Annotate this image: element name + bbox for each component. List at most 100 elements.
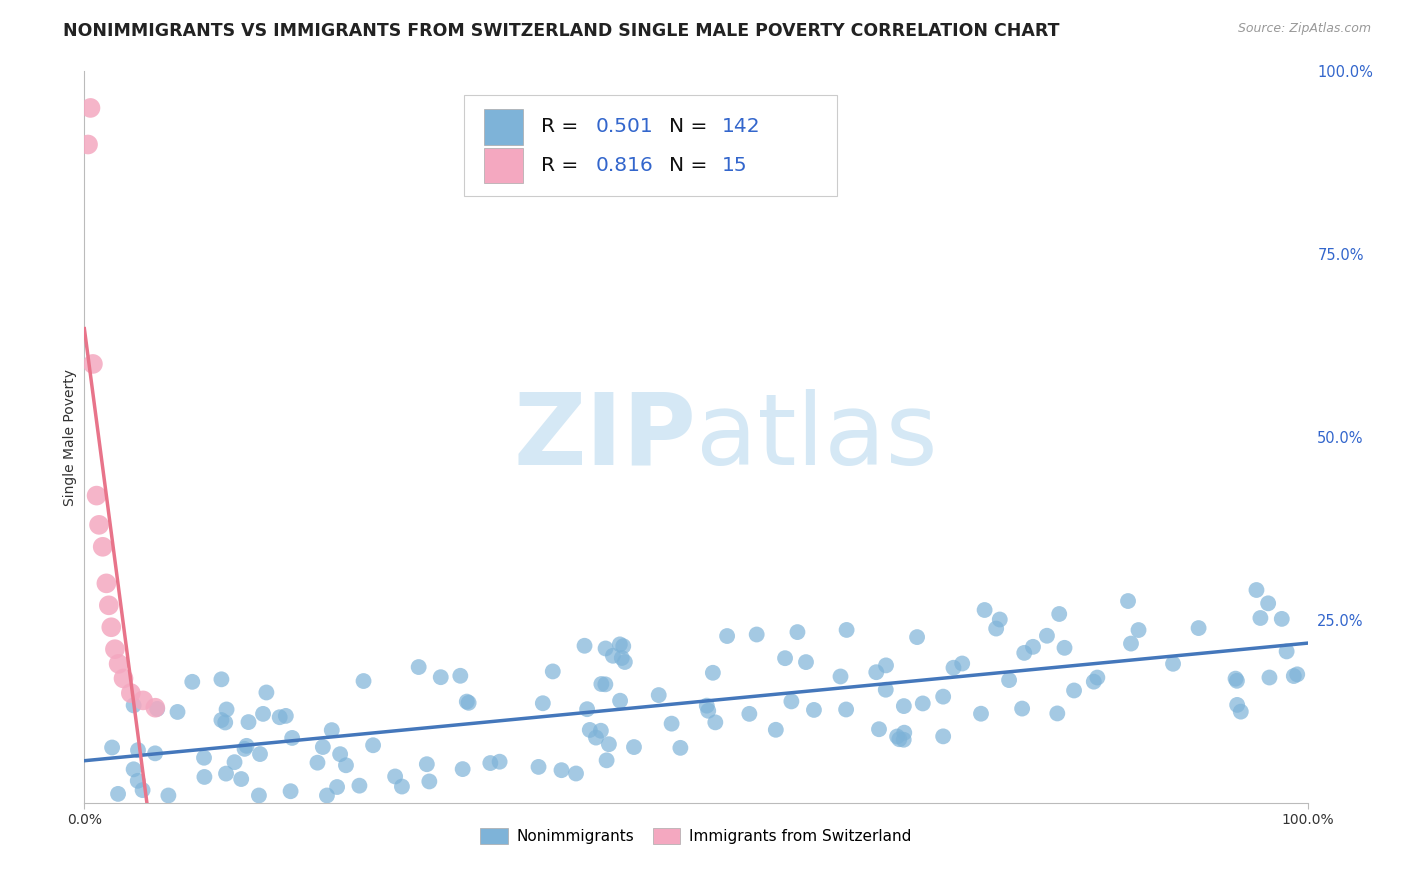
Point xyxy=(970,706,993,721)
Point xyxy=(889,732,911,747)
Point xyxy=(451,762,474,776)
Point xyxy=(696,698,718,713)
Point xyxy=(1046,706,1069,721)
Point xyxy=(418,774,440,789)
Point xyxy=(131,783,153,797)
Point xyxy=(209,673,232,687)
Point xyxy=(86,489,108,503)
Point xyxy=(307,756,329,770)
Point xyxy=(143,700,166,714)
Point xyxy=(893,732,915,747)
Point xyxy=(122,698,145,713)
Point xyxy=(1187,621,1209,635)
Point xyxy=(773,651,796,665)
Point xyxy=(429,670,451,684)
Point xyxy=(911,697,934,711)
Point xyxy=(541,665,564,679)
Point xyxy=(1011,701,1033,715)
Point xyxy=(745,627,768,641)
Point xyxy=(998,673,1021,687)
Point xyxy=(100,620,122,634)
Text: 0.501: 0.501 xyxy=(596,118,654,136)
Point xyxy=(1116,594,1139,608)
Point xyxy=(702,665,724,680)
Point xyxy=(830,669,852,683)
Point xyxy=(1246,582,1268,597)
Point xyxy=(233,742,256,756)
Point xyxy=(87,517,110,532)
Point xyxy=(803,703,825,717)
Point xyxy=(82,357,104,371)
Point xyxy=(224,755,246,769)
Text: Source: ZipAtlas.com: Source: ZipAtlas.com xyxy=(1237,22,1371,36)
Point xyxy=(146,702,169,716)
Point xyxy=(127,773,149,788)
Point xyxy=(1128,623,1150,637)
Text: N =: N = xyxy=(669,118,714,136)
Text: 0.816: 0.816 xyxy=(596,156,654,175)
Point xyxy=(215,766,238,780)
Point xyxy=(349,779,371,793)
Point xyxy=(609,694,631,708)
Text: ZIP: ZIP xyxy=(513,389,696,485)
Point xyxy=(1083,674,1105,689)
Point xyxy=(595,641,617,656)
Point xyxy=(249,747,271,761)
Point xyxy=(942,661,965,675)
Point xyxy=(353,673,375,688)
Point xyxy=(321,723,343,738)
Point xyxy=(280,784,302,798)
Point xyxy=(786,625,808,640)
Point xyxy=(238,715,260,730)
Point xyxy=(602,648,624,663)
Point xyxy=(704,715,727,730)
Point xyxy=(595,677,617,691)
Point xyxy=(591,677,613,691)
Point xyxy=(457,696,479,710)
Point xyxy=(391,780,413,794)
Point xyxy=(1161,657,1184,671)
Point xyxy=(1282,669,1305,683)
Point xyxy=(623,740,645,755)
Point xyxy=(585,731,607,745)
Y-axis label: Single Male Poverty: Single Male Poverty xyxy=(63,368,77,506)
Point xyxy=(235,739,257,753)
Point xyxy=(1053,640,1076,655)
Point xyxy=(1275,644,1298,658)
Point xyxy=(865,665,887,680)
Point xyxy=(875,658,897,673)
Point xyxy=(905,630,928,644)
Point xyxy=(1085,671,1108,685)
FancyBboxPatch shape xyxy=(484,148,523,183)
Point xyxy=(697,704,720,718)
Point xyxy=(612,639,634,653)
Point xyxy=(157,789,180,803)
Point xyxy=(193,770,215,784)
Point xyxy=(456,695,478,709)
Point xyxy=(1230,705,1253,719)
Point xyxy=(79,101,101,115)
Point xyxy=(875,682,897,697)
Text: NONIMMIGRANTS VS IMMIGRANTS FROM SWITZERLAND SINGLE MALE POVERTY CORRELATION CHA: NONIMMIGRANTS VS IMMIGRANTS FROM SWITZER… xyxy=(63,22,1060,40)
Point xyxy=(254,685,277,699)
Point xyxy=(1119,636,1142,650)
Point xyxy=(835,623,858,637)
Point xyxy=(96,576,118,591)
Point xyxy=(449,669,471,683)
Point xyxy=(231,772,253,786)
Point xyxy=(1036,629,1059,643)
Point xyxy=(77,137,100,152)
Point xyxy=(1012,646,1035,660)
Point xyxy=(765,723,787,737)
Point xyxy=(1257,596,1279,610)
Point xyxy=(661,716,683,731)
Point xyxy=(101,740,124,755)
Point xyxy=(609,637,631,651)
FancyBboxPatch shape xyxy=(484,110,523,145)
Point xyxy=(247,789,270,803)
Point xyxy=(1249,611,1271,625)
Point xyxy=(209,713,232,727)
Point xyxy=(384,769,406,783)
Point xyxy=(531,696,554,710)
Point xyxy=(868,723,890,737)
